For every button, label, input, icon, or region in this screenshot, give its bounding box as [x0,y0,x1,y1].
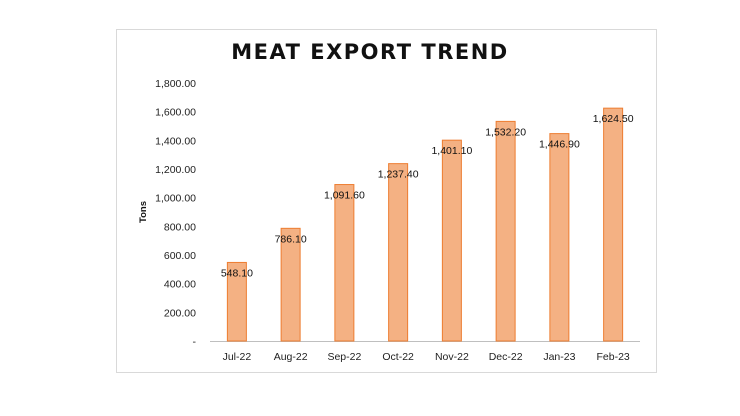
x-tick-label: Aug-22 [274,351,308,363]
data-label: 1,237.40 [378,169,419,181]
x-tick-label: Sep-22 [327,351,361,363]
y-tick-label: 800.00 [164,221,196,233]
bar [603,107,624,342]
bar [441,139,462,342]
x-tick-label: Jul-22 [223,351,252,363]
data-label: 1,532.20 [485,126,526,138]
x-tick-label: Dec-22 [489,351,523,363]
data-label: 786.10 [275,233,307,245]
y-tick-label: 1,000.00 [155,193,196,205]
x-tick-label: Feb-23 [596,351,629,363]
y-tick-label: 600.00 [164,250,196,262]
y-axis-title: Tons [138,201,149,223]
data-label: 548.10 [221,267,253,279]
data-label: 1,446.90 [539,139,580,151]
bar [280,227,301,342]
x-tick-label: Oct-22 [382,351,414,363]
y-tick-label: 1,800.00 [155,78,196,90]
data-label: 1,091.60 [324,190,365,202]
x-tick-label: Jan-23 [543,351,575,363]
bar [495,120,516,342]
y-tick-label: 200.00 [164,307,196,319]
data-label: 1,624.50 [593,113,634,125]
chart-title: MEAT EXPORT TREND [231,40,509,64]
x-tick-label: Nov-22 [435,351,469,363]
bar [388,163,409,342]
y-tick-label: 1,200.00 [155,164,196,176]
y-tick-label: - [193,336,197,348]
y-tick-label: 1,600.00 [155,107,196,119]
bar [226,261,247,342]
data-label: 1,401.10 [431,145,472,157]
y-tick-label: 400.00 [164,279,196,291]
bar [334,184,355,342]
bar [549,133,570,342]
y-tick-label: 1,400.00 [155,135,196,147]
